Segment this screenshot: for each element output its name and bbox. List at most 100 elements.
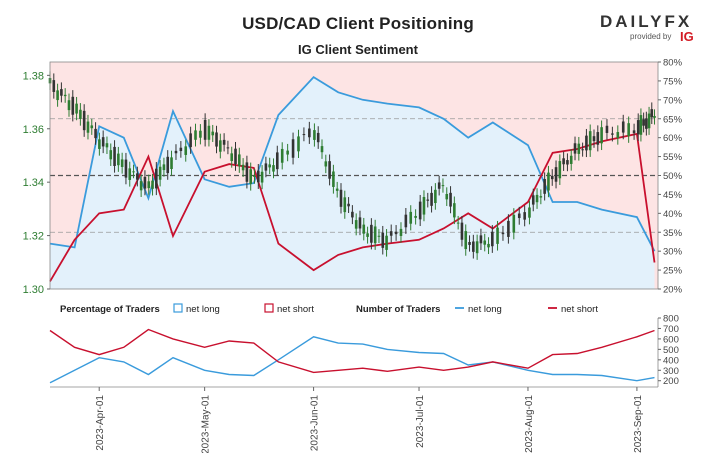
price-candle (124, 159, 128, 178)
price-candle (219, 140, 222, 152)
price-candle (272, 165, 275, 172)
legend-net-long-swatch (173, 303, 183, 313)
price-candle (535, 194, 539, 203)
lower-right-tick-label: 500 (663, 345, 679, 356)
right-tick-label: 25% (663, 266, 683, 277)
x-tick-label: 2023-Sep-01 (633, 395, 644, 453)
price-candle (117, 153, 120, 166)
dailyfx-logo: DAILYFX provided by IG (600, 12, 704, 48)
price-candle (550, 175, 554, 180)
x-tick-label: 2023-Jul-01 (415, 395, 426, 448)
price-candle (94, 128, 97, 139)
price-candle (409, 211, 413, 224)
price-candle (596, 132, 600, 145)
price-candle (479, 235, 483, 244)
legend-net-short-swatch (264, 303, 274, 313)
price-candle (174, 150, 178, 154)
legend-number-long-label: net long (468, 304, 502, 315)
price-candle (472, 241, 475, 252)
price-candle (531, 195, 535, 205)
price-candle (399, 228, 403, 236)
price-candle (426, 199, 430, 201)
legend-number-short-label: net short (561, 304, 598, 315)
price-candle (67, 100, 71, 111)
lower-right-tick-label: 300 (663, 366, 679, 377)
price-candle (600, 127, 603, 144)
price-candle (445, 193, 449, 200)
price-candle (381, 232, 385, 248)
price-candle (79, 109, 82, 119)
price-candle (366, 233, 369, 237)
price-candle (437, 182, 441, 189)
price-candle (449, 192, 452, 207)
lower-right-tick-label: 700 (663, 324, 679, 335)
price-candle (351, 211, 354, 218)
price-candle (98, 139, 101, 149)
right-tick-label: 20% (663, 285, 683, 296)
lower-right-tick-label: 600 (663, 334, 679, 345)
price-candle (592, 136, 596, 142)
price-candle (275, 152, 279, 170)
price-candle (132, 171, 135, 173)
price-candle (653, 116, 656, 118)
chart-subtitle: IG Client Sentiment (298, 42, 418, 57)
price-candle (501, 232, 505, 235)
price-candle (377, 235, 381, 237)
right-tick-label: 55% (663, 152, 683, 163)
right-tick-label: 50% (663, 171, 683, 182)
price-candle (86, 121, 90, 133)
price-candle (562, 158, 565, 165)
price-candle (627, 123, 630, 137)
price-candle (636, 120, 640, 135)
price-candle (234, 148, 237, 165)
price-candle (539, 196, 543, 198)
price-candle (389, 231, 393, 236)
price-candle (60, 89, 63, 96)
price-candle (113, 146, 116, 166)
price-candle (328, 161, 331, 179)
right-tick-label: 40% (663, 209, 683, 220)
price-candle (577, 143, 581, 154)
lower-right-tick-label: 400 (663, 355, 679, 366)
price-candle (517, 213, 521, 219)
price-candle (528, 207, 531, 218)
left-tick-label: 1.32 (23, 231, 44, 243)
price-candle (256, 170, 260, 183)
price-candle (238, 154, 241, 167)
right-tick-label: 30% (663, 247, 683, 258)
price-candle (82, 110, 86, 131)
right-tick-label: 35% (663, 228, 683, 239)
price-candle (63, 94, 67, 97)
price-candle (136, 173, 139, 180)
price-candle (581, 149, 584, 151)
price-candle (642, 119, 645, 126)
traders-net-short-line (49, 328, 655, 374)
price-candle (335, 188, 339, 191)
price-candle (362, 224, 366, 234)
price-candle (101, 137, 105, 147)
price-candle (354, 220, 358, 229)
price-candle (605, 125, 609, 133)
price-candle (128, 168, 132, 180)
price-candle (199, 130, 202, 138)
logo-provided-by: provided by (630, 32, 672, 41)
price-candle (155, 168, 158, 189)
price-candle (487, 243, 490, 248)
lower-right-tick-label: 200 (663, 376, 679, 387)
price-candle (573, 143, 577, 154)
price-candle (422, 196, 426, 215)
x-tick-label: 2023-Apr-01 (95, 395, 106, 451)
price-candle (291, 139, 295, 158)
x-tick-label: 2023-May-01 (201, 395, 212, 453)
traders-net-long-line (49, 336, 655, 384)
price-candle (647, 113, 651, 129)
right-tick-label: 70% (663, 95, 683, 106)
price-candle (441, 185, 445, 187)
price-candle (621, 121, 625, 133)
price-candle (184, 146, 188, 155)
price-candle (71, 96, 75, 115)
price-candle (569, 155, 573, 164)
right-tick-label: 75% (663, 76, 683, 87)
price-candle (418, 201, 422, 220)
price-candle (332, 171, 335, 187)
